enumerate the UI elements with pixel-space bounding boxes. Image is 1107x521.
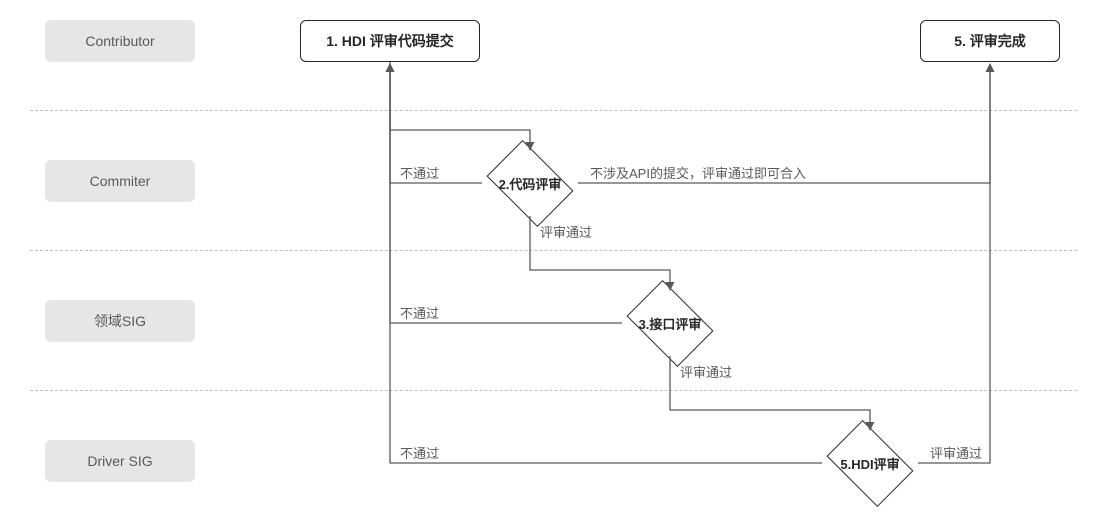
- lane-label-sig: 领域SIG: [45, 300, 195, 342]
- label-hdi-pass: 评审通过: [930, 443, 982, 462]
- label-api-pass: 评审通过: [680, 362, 732, 381]
- node-submit: 1. HDI 评审代码提交: [300, 20, 480, 62]
- label-hdi-fail: 不通过: [400, 443, 439, 462]
- lane-separator: [30, 250, 1077, 251]
- edge-hdi-pass: [918, 64, 990, 463]
- label-code-fail: 不通过: [400, 163, 439, 182]
- node-done: 5. 评审完成: [920, 20, 1060, 62]
- lane-separator: [30, 390, 1077, 391]
- lane-label-contributor: Contributor: [45, 20, 195, 62]
- node-api-review: 3.接口评审: [620, 288, 720, 358]
- edge-hdi-fail: [390, 64, 822, 463]
- lane-label-driver: Driver SIG: [45, 440, 195, 482]
- edge-submit-to-code: [390, 62, 530, 150]
- label-code-noapi: 不涉及API的提交，评审通过即可合入: [590, 163, 806, 182]
- label-api-fail: 不通过: [400, 303, 439, 322]
- lane-separator: [30, 110, 1077, 111]
- flowchart-canvas: Contributor Commiter 领域SIG Driver SIG 1.…: [0, 0, 1107, 521]
- node-hdi-review: 5.HDI评审: [820, 428, 920, 498]
- node-code-review: 2.代码评审: [480, 148, 580, 218]
- label-code-pass: 评审通过: [540, 222, 592, 241]
- lane-label-commiter: Commiter: [45, 160, 195, 202]
